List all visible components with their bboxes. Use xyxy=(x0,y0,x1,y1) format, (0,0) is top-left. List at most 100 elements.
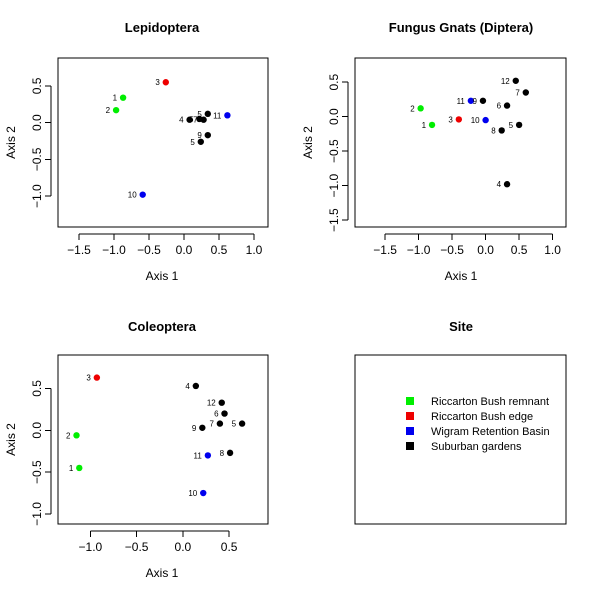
y-axis-label: Axis 2 xyxy=(4,126,18,159)
x-tick-label: 0.0 xyxy=(477,243,494,257)
data-point xyxy=(467,97,475,104)
point-label: 4 xyxy=(497,180,502,189)
data-point xyxy=(455,116,463,123)
data-point xyxy=(199,424,206,431)
data-point xyxy=(162,79,169,86)
panel-title: Fungus Gnats (Diptera) xyxy=(389,20,533,35)
point-label: 7 xyxy=(515,88,520,97)
y-axis-label: Axis 2 xyxy=(301,126,315,159)
x-tick-label: 0.5 xyxy=(511,243,528,257)
x-tick-label: 0.0 xyxy=(176,243,193,257)
point-label: 2 xyxy=(410,104,415,113)
point-label: 10 xyxy=(188,489,197,498)
x-tick-label: −1.0 xyxy=(102,243,126,257)
y-tick-label: −0.5 xyxy=(30,460,44,484)
data-point xyxy=(224,112,231,119)
data-point xyxy=(417,105,424,112)
plot-frame xyxy=(57,354,269,525)
plot-frame xyxy=(354,57,567,228)
legend-box xyxy=(354,354,567,525)
legend-swatch xyxy=(406,412,414,420)
data-point xyxy=(216,420,224,427)
x-tick-label: 1.0 xyxy=(246,243,263,257)
data-point xyxy=(93,374,101,381)
y-tick-label: 0.5 xyxy=(327,73,341,90)
y-tick-label: −1.5 xyxy=(327,208,341,232)
x-tick-label: −1.5 xyxy=(67,243,91,257)
legend-swatch xyxy=(406,442,414,450)
x-axis-label: Axis 1 xyxy=(146,269,179,283)
legend-swatch xyxy=(406,427,414,435)
plot-panel-1: Lepidoptera −1.5 −1.0 −0.5 0.0 0.5 1.0 Axis 1 −1… xyxy=(4,20,269,283)
y-tick-label: 0.0 xyxy=(30,114,44,131)
data-point xyxy=(200,489,207,497)
y-tick-label: −0.5 xyxy=(30,147,44,171)
x-tick-label: 1.0 xyxy=(544,243,561,257)
data-point xyxy=(204,110,211,118)
y-tick-label: −0.5 xyxy=(327,139,341,163)
point-label: 8 xyxy=(491,126,496,135)
point-label: 5 xyxy=(190,138,195,147)
point-label: 5 xyxy=(232,420,237,429)
legend-title: Site xyxy=(449,319,473,334)
point-label: 1 xyxy=(113,94,118,103)
data-point xyxy=(76,464,83,472)
data-point xyxy=(73,432,80,439)
data-point xyxy=(112,106,120,114)
data-point xyxy=(503,102,511,109)
data-point xyxy=(226,449,234,457)
data-point xyxy=(200,116,207,123)
point-label: 11 xyxy=(213,111,222,120)
data-point xyxy=(503,181,511,188)
point-label: 8 xyxy=(220,449,225,458)
point-label: 11 xyxy=(194,451,203,460)
legend-item-label: Riccarton Bush remnant xyxy=(431,396,549,408)
data-point xyxy=(186,116,193,123)
x-tick-label: −1.0 xyxy=(79,540,103,554)
y-axis-label: Axis 2 xyxy=(4,423,18,456)
legend-item-label: Suburban gardens xyxy=(431,441,522,453)
plot-panel-2: Fungus Gnats (Diptera) −1.5 −1.0 −0.5 0.0 0.5… xyxy=(301,20,567,283)
point-label: 11 xyxy=(457,97,466,106)
point-label: 6 xyxy=(189,115,194,124)
x-tick-label: −1.5 xyxy=(373,243,397,257)
point-label: 6 xyxy=(497,102,502,111)
data-point xyxy=(522,89,530,96)
data-point xyxy=(428,121,436,129)
legend-item-label: Wigram Retention Basin xyxy=(431,426,550,438)
point-label: 2 xyxy=(106,106,111,115)
plot-frame xyxy=(57,57,269,228)
data-point xyxy=(515,121,523,129)
y-tick-label: −1.0 xyxy=(30,184,44,208)
point-label: 9 xyxy=(197,131,202,140)
point-label: 5 xyxy=(197,110,202,119)
x-axis-label: Axis 1 xyxy=(445,269,478,283)
data-point xyxy=(218,399,225,406)
x-tick-label: 0.0 xyxy=(175,540,192,554)
legend-swatch xyxy=(406,397,414,405)
data-point xyxy=(498,127,505,134)
point-label: 6 xyxy=(214,410,219,419)
x-tick-label: −1.0 xyxy=(407,243,431,257)
data-point xyxy=(197,138,204,145)
point-label: 4 xyxy=(185,382,190,391)
point-label: 7 xyxy=(209,420,214,429)
point-label: 7 xyxy=(193,116,198,125)
data-point xyxy=(192,382,200,390)
point-label: 10 xyxy=(128,191,137,200)
data-point xyxy=(238,420,246,427)
x-axis-label: Axis 1 xyxy=(146,566,179,580)
x-tick-label: −0.5 xyxy=(440,243,464,257)
point-label: 1 xyxy=(422,121,427,130)
data-point xyxy=(479,97,487,104)
y-tick-label: 0.5 xyxy=(30,380,44,397)
point-label: 3 xyxy=(155,78,160,87)
legend-item-label: Riccarton Bush edge xyxy=(431,411,533,423)
point-label: 4 xyxy=(179,116,184,125)
panel-title: Coleoptera xyxy=(128,319,197,334)
point-label: 1 xyxy=(69,464,74,473)
point-label: 12 xyxy=(501,77,510,86)
point-label: 2 xyxy=(66,431,71,440)
point-label: 3 xyxy=(448,115,453,124)
data-point xyxy=(482,116,489,124)
